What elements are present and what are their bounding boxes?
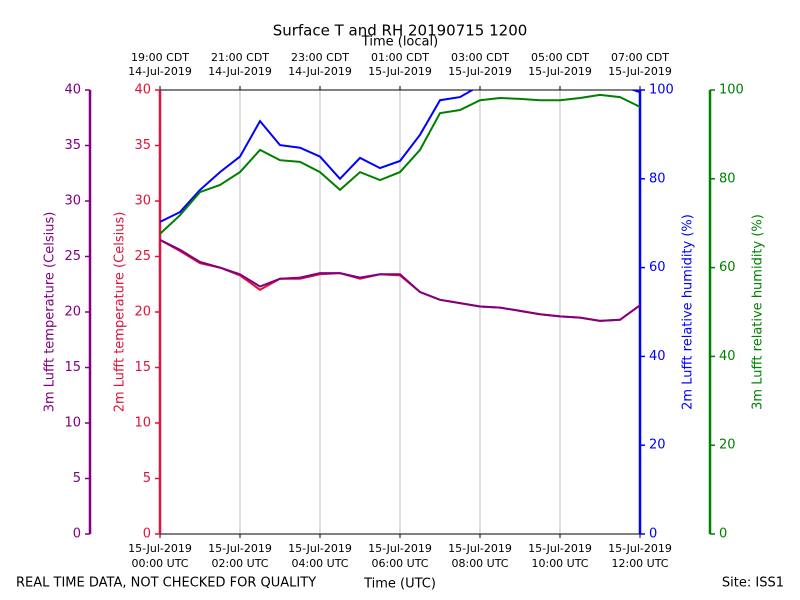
x2-tick-label: 05:00 CDT	[531, 51, 589, 64]
x-tick-label: 02:00 UTC	[211, 557, 268, 570]
y-tick-label: 60	[649, 260, 666, 275]
y-tick-label: 15	[64, 360, 81, 375]
x2-tick-label: 19:00 CDT	[131, 51, 189, 64]
y-tick-label: 0	[143, 527, 151, 542]
x2-tick-label: 03:00 CDT	[451, 51, 509, 64]
x-tick-label: 15-Jul-2019	[448, 542, 512, 555]
x-tick-label: 08:00 UTC	[451, 557, 508, 570]
y-axis-label: 2m Lufft relative humidity (%)	[681, 214, 696, 410]
y-tick-label: 80	[719, 171, 736, 186]
x2-tick-label: 07:00 CDT	[611, 51, 669, 64]
y-tick-label: 40	[64, 83, 81, 98]
x2-tick-label: 14-Jul-2019	[128, 65, 192, 78]
chart-title: Surface T and RH 20190715 1200	[273, 22, 528, 40]
plot-area	[160, 90, 640, 322]
x-tick-label: 00:00 UTC	[131, 557, 188, 570]
y-tick-label: 30	[64, 194, 81, 209]
y-tick-label: 10	[134, 416, 151, 431]
x-tick-label: 15-Jul-2019	[208, 542, 272, 555]
x-tick-label: 15-Jul-2019	[368, 542, 432, 555]
y-tick-label: 25	[134, 249, 151, 264]
x-tick-label: 15-Jul-2019	[608, 542, 672, 555]
site-label: Site: ISS1	[722, 576, 784, 591]
y-tick-label: 5	[73, 471, 81, 486]
y-tick-label: 35	[64, 138, 81, 153]
y-tick-label: 15	[134, 360, 151, 375]
x2-tick-label: 14-Jul-2019	[288, 65, 352, 78]
y-tick-label: 30	[134, 194, 151, 209]
y-tick-label: 40	[649, 349, 666, 364]
y-tick-label: 20	[64, 305, 81, 320]
data-line	[160, 93, 640, 235]
x2-tick-label: 15-Jul-2019	[528, 65, 592, 78]
x-tick-label: 15-Jul-2019	[288, 542, 352, 555]
y-axis-label: 3m Lufft relative humidity (%)	[751, 214, 766, 410]
x-tick-label: 04:00 UTC	[291, 557, 348, 570]
x-tick-label: 06:00 UTC	[371, 557, 428, 570]
y-tick-label: 0	[719, 527, 727, 542]
x2-tick-label: 15-Jul-2019	[368, 65, 432, 78]
x-tick-label: 15-Jul-2019	[528, 542, 592, 555]
y-tick-label: 40	[719, 349, 736, 364]
y-axis-label: 2m Lufft temperature (Celsius)	[113, 212, 128, 413]
y-tick-label: 100	[719, 83, 744, 98]
y-tick-label: 10	[64, 416, 81, 431]
footer-note: REAL TIME DATA, NOT CHECKED FOR QUALITY	[16, 576, 316, 591]
data-line	[160, 239, 640, 322]
y-tick-label: 60	[719, 260, 736, 275]
x2-tick-label: 15-Jul-2019	[448, 65, 512, 78]
x2-tick-label: 14-Jul-2019	[208, 65, 272, 78]
x2-tick-label: 23:00 CDT	[291, 51, 349, 64]
y-tick-label: 100	[649, 83, 674, 98]
y-tick-label: 40	[134, 83, 151, 98]
y-tick-label: 20	[134, 305, 151, 320]
y-tick-label: 80	[649, 171, 666, 186]
x-tick-label: 15-Jul-2019	[128, 542, 192, 555]
y-tick-label: 20	[719, 438, 736, 453]
y-tick-label: 5	[143, 471, 151, 486]
y-tick-label: 35	[134, 138, 151, 153]
x-axis-label: Time (UTC)	[363, 577, 436, 592]
x-tick-label: 10:00 UTC	[531, 557, 588, 570]
x2-axis-label: Time (local)	[361, 35, 438, 50]
x2-tick-label: 01:00 CDT	[371, 51, 429, 64]
x-tick-label: 12:00 UTC	[611, 557, 668, 570]
data-line	[160, 90, 640, 223]
y-tick-label: 0	[73, 527, 81, 542]
x2-tick-label: 21:00 CDT	[211, 51, 269, 64]
y-tick-label: 0	[649, 527, 657, 542]
y-tick-label: 20	[649, 438, 666, 453]
x2-tick-label: 15-Jul-2019	[608, 65, 672, 78]
y-tick-label: 25	[64, 249, 81, 264]
y-axis-label: 3m Lufft temperature (Celsius)	[43, 212, 58, 413]
